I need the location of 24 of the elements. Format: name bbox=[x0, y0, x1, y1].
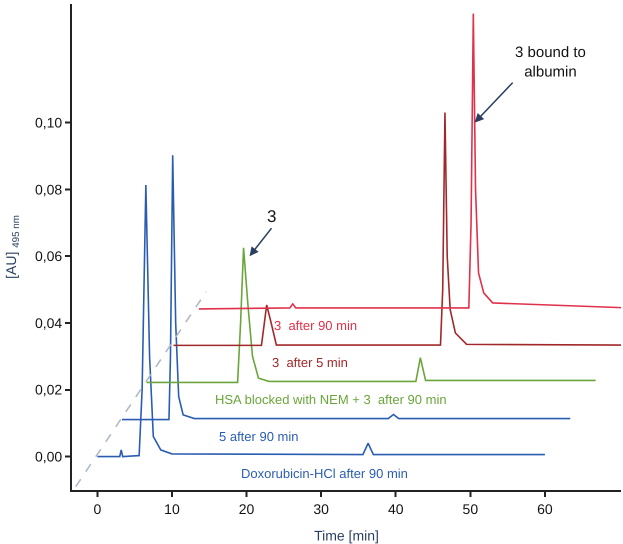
line-series bbox=[172, 112, 621, 346]
series-label: HSA blocked with NEM + 3 after 90 min bbox=[215, 392, 447, 407]
line-series bbox=[198, 12, 621, 310]
x-tick-label: 10 bbox=[164, 500, 180, 517]
x-tick-label: 60 bbox=[537, 500, 553, 517]
y-tick-label: 0,06 bbox=[34, 248, 62, 264]
line-series bbox=[146, 247, 596, 384]
series-label: 3 after 90 min bbox=[274, 318, 358, 333]
x-tick-label: 20 bbox=[238, 500, 255, 517]
x-tick-label: 30 bbox=[313, 500, 330, 517]
series-label: 3 after 5 min bbox=[272, 355, 348, 370]
y-tick-label: 0,02 bbox=[34, 382, 62, 398]
series-label: 5 after 90 min bbox=[219, 429, 298, 444]
annotation: 3 bound to albumin bbox=[515, 44, 586, 80]
y-tick-label: 0,00 bbox=[34, 448, 62, 464]
x-tick-label: 50 bbox=[462, 500, 478, 517]
annotation: 3 bbox=[267, 207, 276, 226]
x-tick-label: 0 bbox=[93, 500, 102, 517]
x-axis-title: Time [min] bbox=[314, 528, 379, 544]
series-label: Doxorubicin-HCl after 90 min bbox=[241, 466, 408, 481]
y-tick-label: 0,04 bbox=[34, 314, 62, 331]
x-tick-label: 40 bbox=[388, 500, 404, 517]
y-tick-label: 0,10 bbox=[34, 114, 62, 130]
y-tick-label: 0,08 bbox=[34, 181, 62, 198]
